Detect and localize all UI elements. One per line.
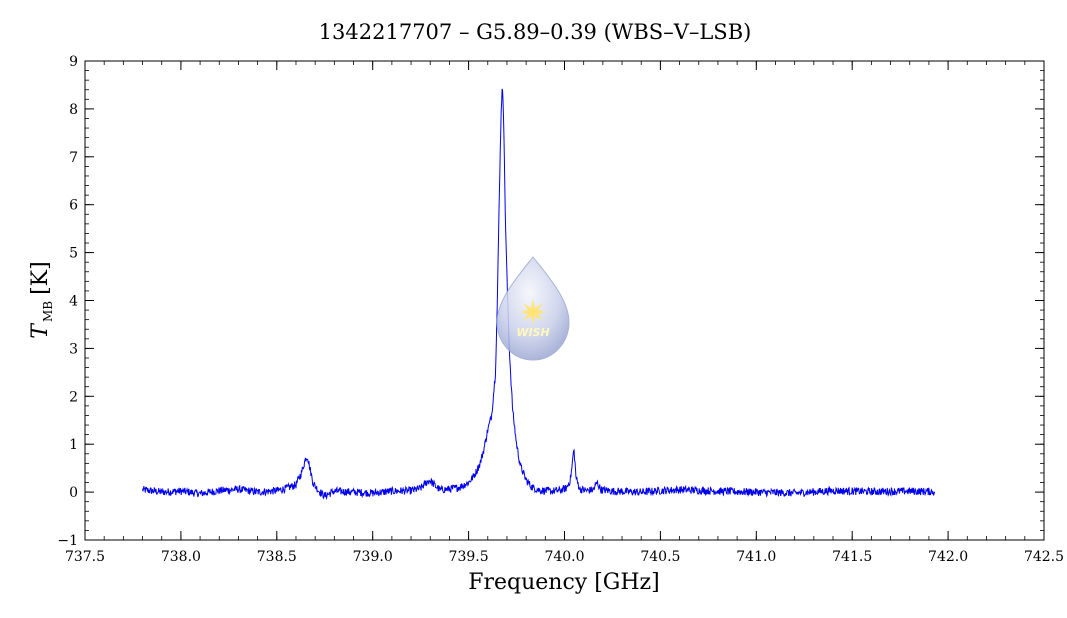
x-tick-label: 740.0	[544, 549, 584, 565]
y-axis-label-unit: [K]	[28, 261, 53, 295]
x-tick-label: 741.5	[832, 549, 872, 565]
x-tick-labels: 737.5 738.0 738.5 739.0 739.5 740.0 740.5 741.0…	[65, 549, 1064, 565]
y-axis-label-sub: MB	[41, 301, 55, 322]
y-tick-label: 0	[69, 485, 78, 501]
y-tick-label: −1	[57, 533, 78, 549]
axis-ticks	[84, 60, 1045, 541]
wish-logo: WISH	[496, 256, 570, 361]
spectrum-line	[142, 88, 936, 501]
y-tick-label: 7	[69, 150, 78, 166]
y-tick-label: 8	[69, 102, 78, 118]
y-tick-label: 5	[69, 246, 78, 262]
y-axis-label-main: T	[28, 322, 53, 339]
x-tick-label: 738.5	[257, 549, 297, 565]
y-tick-label: 6	[69, 198, 78, 214]
y-tick-label: 3	[69, 341, 78, 357]
logo-text: WISH	[516, 326, 549, 339]
plot-frame	[84, 60, 1045, 541]
x-tick-label: 739.5	[449, 549, 489, 565]
logo-star-icon	[520, 299, 546, 325]
series-layer	[142, 88, 936, 501]
x-tick-label: 741.0	[736, 549, 776, 565]
y-tick-labels: −1 0 1 2 3 4 5 6 7 8 9	[57, 54, 78, 549]
y-axis-label: TMB [K]	[28, 261, 55, 338]
y-tick-label: 2	[69, 389, 78, 405]
y-tick-label: 1	[69, 437, 78, 453]
y-tick-label: 4	[69, 294, 78, 310]
x-tick-label: 739.0	[353, 549, 393, 565]
chart-title: 1342217707 – G5.89–0.39 (WBS–V–LSB)	[319, 20, 752, 44]
x-tick-label: 742.0	[928, 549, 968, 565]
y-tick-label: 9	[69, 54, 78, 70]
svg-text:TMB[K]: TMB [K]	[28, 261, 55, 338]
x-tick-label: 738.0	[161, 549, 201, 565]
x-axis-label: Frequency [GHz]	[468, 570, 660, 595]
x-tick-label: 737.5	[65, 549, 105, 565]
x-tick-label: 742.5	[1024, 549, 1064, 565]
x-tick-label: 740.5	[640, 549, 680, 565]
